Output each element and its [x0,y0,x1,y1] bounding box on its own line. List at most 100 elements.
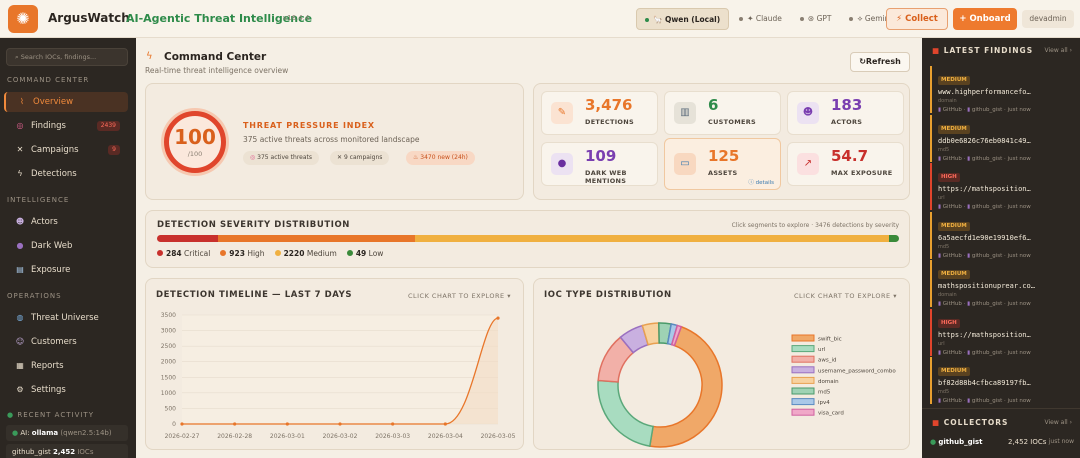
ioc-distribution-card[interactable]: IOC TYPE DISTRIBUTION CLICK CHART TO EXP… [533,278,910,450]
plus-icon: + [959,14,970,24]
model-tab-gpt[interactable]: ⊛ GPT [792,8,840,30]
legend-label[interactable]: ipv4 [818,400,830,406]
legend-low[interactable]: 49 Low [346,249,383,258]
bolt-icon: ϟ [17,169,23,178]
model-tab-gemini[interactable]: ⟡ Gemini [841,8,899,30]
timeline-explore-link[interactable]: CLICK CHART TO EXPLORE ▾ [407,292,511,300]
stat-dark-web[interactable]: ● 109 DARK WEB MENTIONS [541,142,658,186]
user-icon: ▮ [967,204,972,210]
stat-label: DARK WEB MENTIONS [585,169,627,185]
chevron-down-icon: ▾ [504,292,511,300]
legend-label[interactable]: visa_card [818,411,844,417]
finding-item[interactable]: HIGH https://mathsposition… url ▮ GitHub · … [930,163,1076,210]
model-tab-claude[interactable]: ✦ Claude [731,8,790,30]
timeline-chart[interactable]: 0 500 1000 1500 2000 2500 3000 3500 2026-02-27 20… [146,305,525,451]
findings-view-all-link[interactable]: View all › [1044,47,1072,54]
tpi-description: 375 active threats across monitored land… [243,135,420,144]
finding-meta: ▮ GitHub · ▮ github_gist · just now [938,252,1031,259]
recent-activity-row[interactable]: ● AI: ollama (qwen2.5:14b) [6,425,128,441]
timeline-point[interactable] [496,316,500,320]
severity-segment-medium[interactable] [414,235,889,242]
fire-icon: ♨ [413,154,421,161]
onboard-button[interactable]: + Onboard [953,8,1017,30]
logo-icon[interactable]: ✺ [8,5,38,33]
finding-item[interactable]: HIGH https://mathsposition… url ▮ GitHub · … [930,308,1076,356]
timeline-point[interactable] [233,422,237,426]
sidebar-item-exposure[interactable]: ▤ Exposure [4,260,128,280]
timeline-point[interactable] [443,422,447,426]
ioc-explore-link[interactable]: CLICK CHART TO EXPLORE ▾ [793,292,897,300]
stat-customers[interactable]: ▥ 6 CUSTOMERS [664,91,781,135]
user-icon: ▮ [967,155,972,162]
severity-segment-critical[interactable] [157,235,218,242]
stat-value: 6 [708,96,719,114]
active-threats-pill[interactable]: ◎ 375 active threats [243,151,319,165]
sidebar-item-settings[interactable]: ⚙ Settings [4,380,128,400]
stat-assets[interactable]: ▭ 125 ASSETS ⓘ details [664,138,781,190]
finding-meta: ▮ GitHub · ▮ github_gist · just now [938,204,1031,210]
recent-activity-row[interactable]: github_gist 2,452 IOCs [6,444,128,458]
finding-item[interactable]: MEDIUM www.highperformancefo… domain ▮ GitH… [930,66,1076,113]
stat-actors[interactable]: ☻ 183 ACTORS [787,91,904,135]
finding-item[interactable]: MEDIUM mathspositionuprear.co… domain ▮ Git… [930,260,1076,307]
sidebar-item-overview[interactable]: ⌇ Overview [4,92,128,112]
finding-ioc: https://mathsposition… [938,330,1031,339]
collectors-view-all-link[interactable]: View all › [1044,419,1072,426]
legend-label[interactable]: md5 [818,390,831,396]
timeline-point[interactable] [338,422,342,426]
search-input[interactable]: ⌕ Search IOCs, findings... [6,48,128,66]
severity-distribution-card: DETECTION SEVERITY DISTRIBUTION Click se… [145,210,910,268]
finding-item[interactable]: MEDIUM 6a5aecfd1e90e19910ef6… md5 ▮ GitHub … [930,211,1076,259]
sidebar-item-dark-web[interactable]: ● Dark Web [4,236,128,256]
timeline-point[interactable] [285,422,289,426]
legend-label[interactable]: url [818,347,826,353]
legend-label[interactable]: username_password_combo [818,368,896,374]
sidebar-item-reports[interactable]: ▦ Reports [4,356,128,376]
collect-button[interactable]: ⚡ Collect [886,8,948,30]
sidebar-item-findings[interactable]: ◎ Findings 2439 [4,116,128,136]
sidebar-item-actors[interactable]: ☻ Actors [4,212,128,232]
legend-critical[interactable]: 284 Critical [157,249,210,258]
sidebar-item-customers[interactable]: ☺ Customers [4,332,128,352]
live-dot-icon: ■ [932,418,944,427]
page-subtitle: Real-time threat intelligence overview [145,66,289,75]
sidebar-item-detections[interactable]: ϟ Detections [4,164,128,184]
timeline-point[interactable] [180,422,184,426]
chart-icon: ▤ [16,265,24,274]
finding-item[interactable]: MEDIUM ddb0e6826c76eb0841c49… md5 ▮ GitHub … [930,114,1076,162]
donut-slice-visa_card[interactable] [670,324,683,347]
sidebar-item-threat-universe[interactable]: ◍ Threat Universe [4,308,128,328]
live-dot-icon: ● [930,438,939,446]
legend-label[interactable]: domain [818,379,839,385]
severity-bar[interactable] [157,235,899,242]
threat-pressure-card[interactable]: 100 /100 THREAT PRESSURE INDEX 375 activ… [145,83,524,200]
legend-label[interactable]: aws_id [818,358,837,364]
legend-label[interactable]: swift_bic [818,337,842,343]
legend-swatch-icon [791,408,815,416]
collector-row[interactable]: ● github_gist 2,452 IOCs just now [930,438,1074,446]
stat-max-exposure[interactable]: ↗ 54.7 MAX EXPOSURE [787,142,904,186]
user-menu[interactable]: devadmin [1022,10,1074,28]
stat-detections[interactable]: ✎ 3,476 DETECTIONS [541,91,658,135]
refresh-button[interactable]: ↻Refresh [850,52,910,72]
severity-segment-high[interactable] [217,235,415,242]
legend-high[interactable]: 923 High [220,249,265,258]
user-icon: ▮ [938,204,943,210]
model-tab-qwen[interactable]: 🦙 Qwen (Local) [636,8,730,30]
severity-segment-low[interactable] [888,235,899,242]
assets-details-link[interactable]: ⓘ details [748,180,774,186]
sidebar-item-campaigns[interactable]: ✕ Campaigns 9 [4,140,128,160]
timeline-point[interactable] [391,422,395,426]
new-threats-pill[interactable]: ♨ 3470 new (24h) [406,151,475,165]
threat-score: 100 [174,125,216,149]
legend-dot-icon [274,250,281,256]
legend-medium[interactable]: 2220 Medium [274,249,337,258]
finding-item[interactable]: MEDIUM bf82d88b4cfbca89197fb… md5 ▮ GitHub … [930,357,1076,404]
detection-timeline-card[interactable]: DETECTION TIMELINE — LAST 7 DAYS CLICK C… [145,278,524,450]
donut-slice-swift_bic[interactable] [648,325,723,448]
campaigns-pill[interactable]: ✕ 9 campaigns [330,151,390,165]
severity-badge: MEDIUM [938,76,970,85]
donut-slice-url[interactable] [597,379,654,448]
x-tick-label: 2026-03-05 [481,433,516,440]
